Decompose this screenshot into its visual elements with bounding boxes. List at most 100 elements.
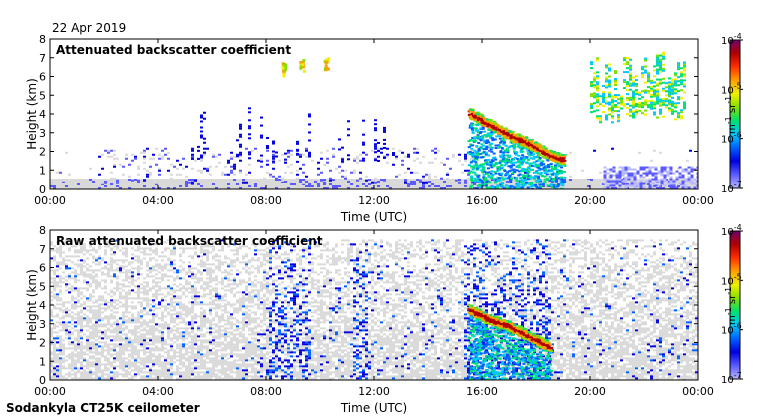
backscatter-cell (92, 361, 95, 364)
backscatter-cell (665, 82, 668, 85)
backscatter-cell (173, 185, 176, 187)
backscatter-cell (128, 181, 131, 183)
backscatter-cell (509, 187, 512, 189)
backscatter-cell (122, 319, 125, 322)
backscatter-cell (116, 275, 119, 278)
backscatter-cell (146, 175, 149, 178)
backscatter-cell (74, 353, 77, 356)
backscatter-cell (107, 301, 110, 304)
backscatter-cell (606, 184, 610, 187)
backscatter-cell (122, 259, 125, 262)
backscatter-cell (428, 179, 431, 181)
backscatter-cell (62, 349, 65, 352)
backscatter-cell (242, 181, 245, 184)
backscatter-cell (119, 283, 122, 286)
backscatter-cell (563, 180, 567, 183)
backscatter-cell (518, 179, 521, 181)
backscatter-cell (77, 295, 80, 298)
backscatter-cell (275, 151, 278, 154)
backscatter-cell (489, 127, 493, 130)
backscatter-cell (272, 157, 275, 160)
backscatter-cell (215, 183, 218, 185)
backscatter-cell (618, 166, 622, 169)
backscatter-cell (56, 331, 59, 334)
backscatter-cell (71, 361, 74, 364)
backscatter-cell (95, 283, 98, 286)
backscatter-cell (104, 373, 107, 376)
backscatter-cell (116, 329, 119, 332)
backscatter-cell (593, 110, 596, 113)
backscatter-cell (683, 83, 686, 86)
backscatter-cell (248, 133, 251, 136)
backscatter-cell (77, 337, 80, 340)
backscatter-cell (107, 155, 110, 158)
backscatter-cell (657, 170, 661, 173)
backscatter-cell (266, 181, 269, 183)
backscatter-cell (341, 181, 344, 183)
backscatter-cell (89, 249, 92, 252)
backscatter-cell (101, 341, 104, 344)
backscatter-cell (62, 343, 65, 346)
backscatter-cell (59, 299, 62, 302)
backscatter-cell (143, 181, 146, 183)
backscatter-cell (98, 179, 101, 181)
backscatter-cell (389, 187, 392, 189)
backscatter-cell (125, 153, 128, 156)
backscatter-cell (282, 72, 286, 76)
backscatter-cell (428, 177, 431, 180)
backscatter-cell (107, 321, 110, 324)
backscatter-cell (663, 166, 667, 169)
backscatter-cell (665, 90, 668, 93)
backscatter-cell (538, 153, 542, 156)
backscatter-cell (302, 153, 305, 156)
backscatter-cell (484, 125, 488, 128)
backscatter-cell (104, 149, 107, 152)
backscatter-cell (647, 100, 650, 103)
backscatter-cell (110, 275, 113, 278)
backscatter-cell (125, 181, 128, 183)
x-tick-label: 12:00 (358, 194, 390, 207)
backscatter-cell (284, 161, 287, 164)
backscatter-cell (224, 185, 227, 187)
backscatter-cell (89, 283, 92, 286)
backscatter-cell (71, 185, 74, 187)
backscatter-cell (374, 123, 377, 126)
backscatter-cell (101, 257, 104, 260)
backscatter-cell (101, 337, 104, 340)
backscatter-cell (143, 167, 146, 170)
backscatter-cell (227, 159, 230, 162)
backscatter-cell (158, 173, 161, 176)
backscatter-cell (696, 172, 698, 175)
backscatter-cell (143, 157, 146, 160)
backscatter-cell (500, 164, 504, 167)
backscatter-cell (131, 305, 134, 308)
backscatter-cell (122, 183, 125, 185)
backscatter-cell (290, 179, 293, 181)
backscatter-cell (560, 178, 564, 181)
backscatter-cell (89, 373, 92, 376)
backscatter-cell (476, 114, 480, 117)
backscatter-cell (74, 349, 77, 352)
backscatter-cell (502, 143, 506, 146)
backscatter-cell (494, 130, 498, 133)
backscatter-cell (125, 315, 128, 318)
backscatter-cell (104, 273, 107, 276)
backscatter-cell (659, 78, 662, 81)
backscatter-cell (233, 183, 236, 185)
backscatter-cell (618, 172, 622, 175)
backscatter-cell (626, 85, 629, 88)
backscatter-cell (683, 101, 686, 104)
backscatter-cell (92, 343, 95, 346)
backscatter-cell (50, 303, 53, 306)
backscatter-cell (446, 181, 449, 183)
x-axis-label: Time (UTC) (340, 210, 407, 224)
backscatter-cell (236, 179, 239, 181)
backscatter-cell (308, 113, 311, 116)
backscatter-cell (200, 157, 203, 160)
backscatter-cell (266, 137, 269, 140)
backscatter-cell (437, 185, 440, 187)
backscatter-cell (458, 187, 461, 189)
backscatter-cell (317, 167, 320, 170)
backscatter-cell (538, 178, 542, 181)
backscatter-cell (359, 171, 362, 174)
